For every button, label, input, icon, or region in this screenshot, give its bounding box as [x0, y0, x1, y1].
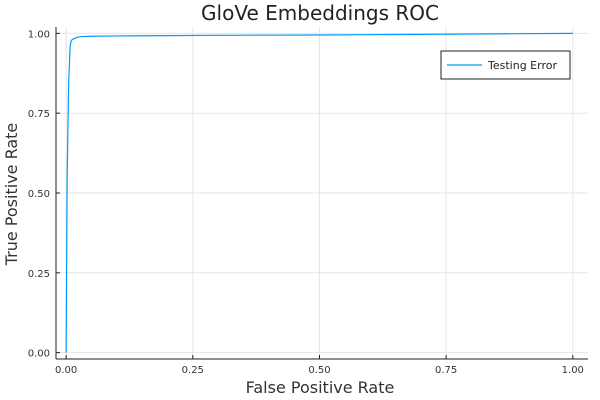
x-tick-label-4: 1.00 [562, 365, 584, 376]
ticks-layer: 0.00 0.25 0.50 0.75 1.00 0.00 0.25 0.50 0.75 1.00 [28, 29, 584, 376]
series-layer [65, 32, 573, 353]
y-tick-label-0: 0.00 [28, 349, 50, 360]
x-tick-label-2: 0.50 [308, 365, 330, 376]
y-tick-label-2: 0.50 [28, 189, 50, 200]
x-axis-label: False Positive Rate [246, 378, 395, 397]
x-tick-label-0: 0.00 [55, 365, 77, 376]
x-tick-label-3: 0.75 [435, 365, 457, 376]
y-tick-label-1: 0.25 [28, 269, 50, 280]
chart-title: GloVe Embeddings ROC [201, 1, 439, 25]
y-axis-label: True Positive Rate [2, 123, 21, 267]
x-tick-label-1: 0.25 [182, 365, 204, 376]
y-tick-label-3: 0.75 [28, 109, 50, 120]
series-line-0 [65, 32, 573, 353]
y-tick-label-4: 1.00 [28, 29, 50, 40]
legend: Testing Error [440, 50, 571, 80]
legend-label: Testing Error [487, 59, 557, 72]
